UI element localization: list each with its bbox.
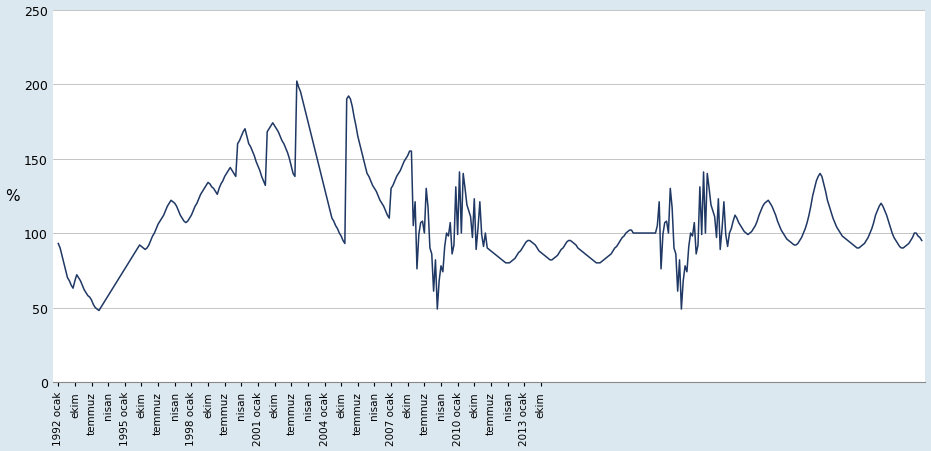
Y-axis label: %: % [6, 189, 20, 204]
